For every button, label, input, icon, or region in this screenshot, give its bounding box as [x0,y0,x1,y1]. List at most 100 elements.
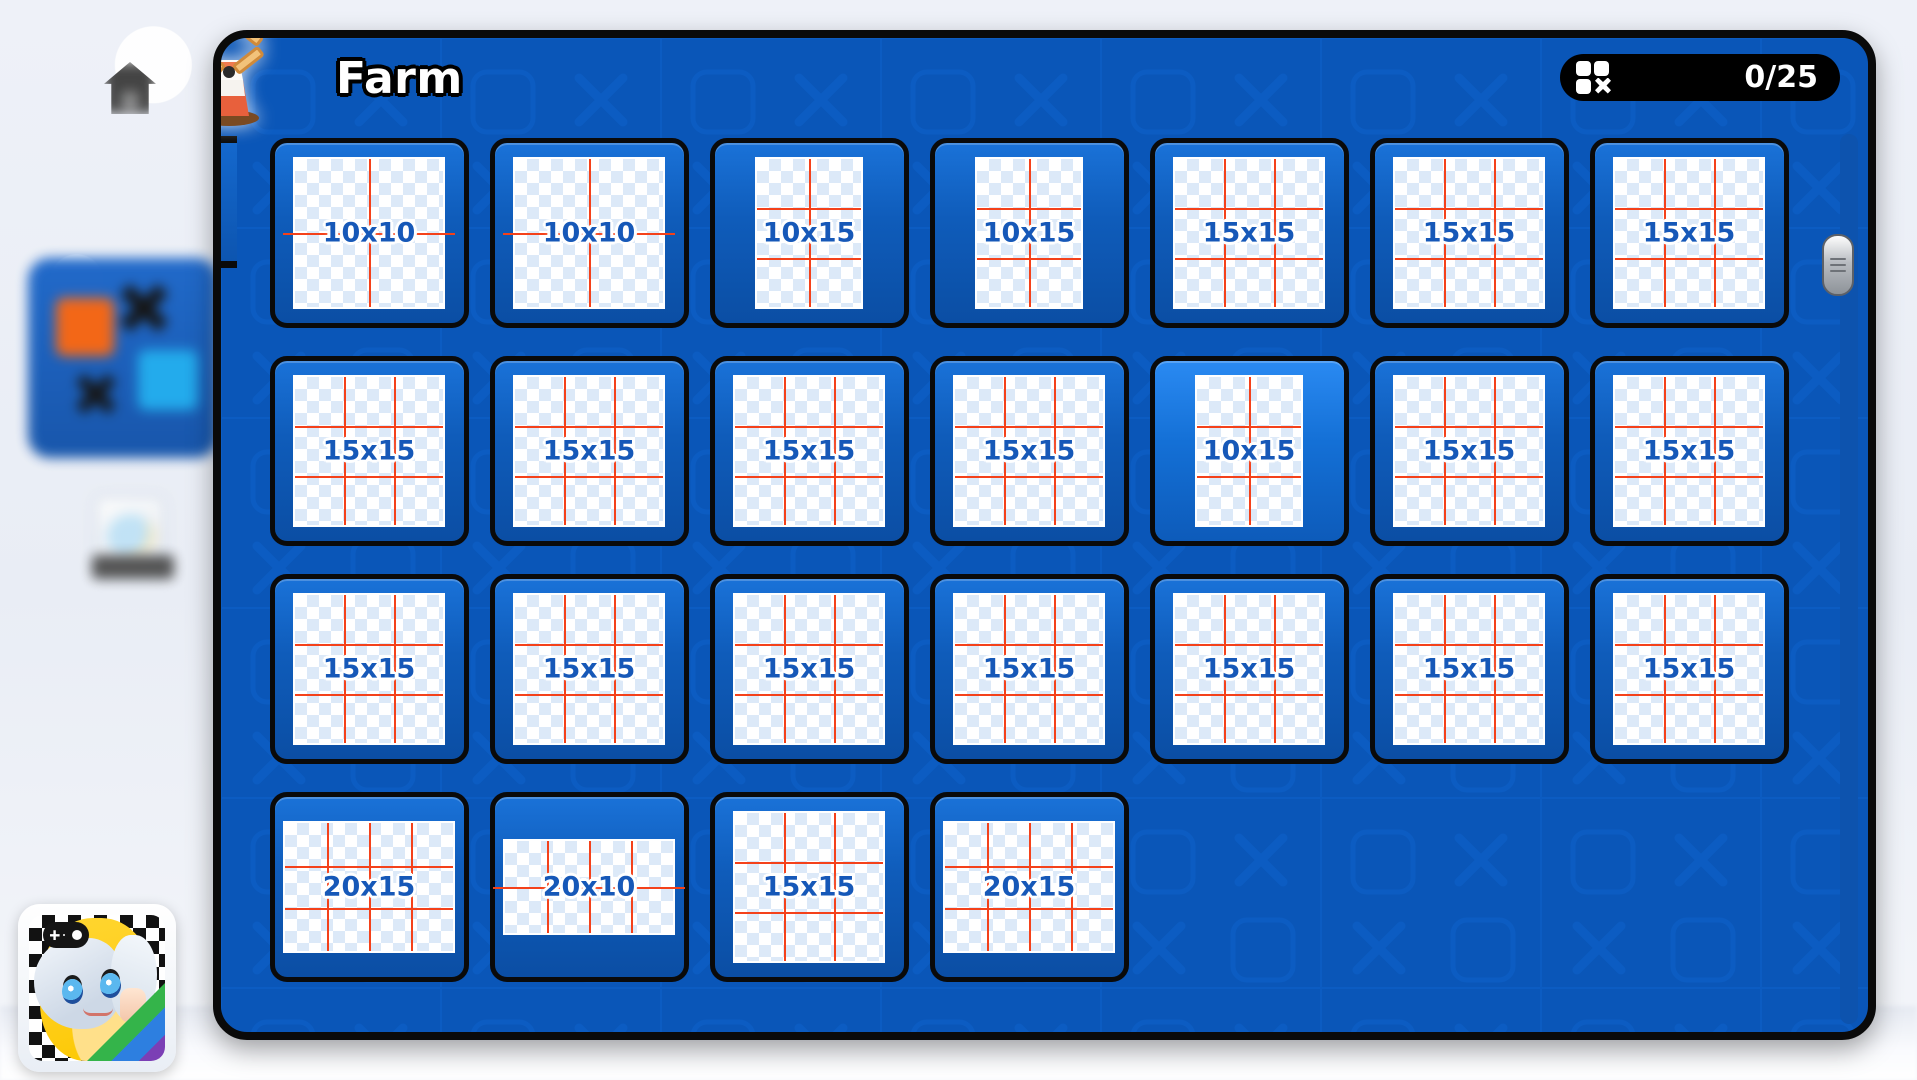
orange-square-icon [56,298,114,356]
puzzle-card[interactable]: 10x15 [709,138,909,328]
grid-line-vertical [613,377,616,525]
grid-line-vertical [784,377,787,525]
puzzle-card[interactable]: 15x15 [929,356,1129,546]
puzzle-card[interactable]: 15x15 [269,356,469,546]
puzzle-card[interactable]: 15x15 [489,356,689,546]
grid-line-horizontal [1175,693,1323,696]
back-button[interactable] [221,136,237,268]
grid-line-vertical [1444,377,1447,525]
scrollbar[interactable] [1822,134,1858,1024]
grid-line-horizontal [955,475,1103,478]
grid-line-horizontal [1395,208,1543,211]
document-thumbnail [107,514,155,558]
puzzle-card[interactable]: 15x15 [929,574,1129,764]
puzzle-card[interactable]: 15x15 [709,792,909,982]
scrollbar-thumb[interactable] [1822,234,1854,296]
puzzle-size-label: 15x15 [762,435,856,467]
grid-line-horizontal [283,233,455,235]
puzzle-thumbnail: 15x15 [1175,159,1323,307]
cyan-square-icon [138,350,198,410]
puzzle-thumbnail: 15x15 [735,813,883,961]
grid-line-horizontal [735,475,883,478]
puzzle-card[interactable]: 10x10 [489,138,689,328]
level-grid-slot: 20x15 [919,778,1139,996]
grid-line-vertical [1713,377,1716,525]
puzzle-card[interactable]: 15x15 [1589,574,1789,764]
puzzle-size-label: 10x15 [1202,435,1296,467]
grid-line-vertical [1273,595,1276,743]
grid-line-vertical [1713,595,1716,743]
puzzle-thumbnail: 15x15 [1395,377,1543,525]
level-grid-slot: 15x15 [699,778,919,996]
puzzle-size-label: 15x15 [762,653,856,685]
puzzle-thumbnail: 10x15 [977,159,1081,307]
level-grid-row: 20x15 20x10 15x15 20x15 [259,778,1868,996]
avatar[interactable] [18,904,176,1072]
level-grid-slot: 20x10 [479,778,699,996]
level-grid-slot: 15x15 [699,560,919,778]
puzzle-card[interactable]: 15x15 [1589,356,1789,546]
puzzle-card[interactable]: 15x15 [709,356,909,546]
puzzle-size-label: 15x15 [1202,653,1296,685]
level-grid-slot: 10x15 [919,124,1139,342]
puzzle-size-label: 15x15 [1642,653,1736,685]
puzzle-card[interactable]: 15x15 [1369,574,1569,764]
grid-line-horizontal [1175,208,1323,211]
grid-line-horizontal [285,908,453,911]
grid-line-horizontal [1395,644,1543,647]
page-title: Farm [336,52,463,104]
puzzle-card[interactable]: 10x10 [269,138,469,328]
puzzle-thumbnail: 15x15 [1395,159,1543,307]
grid-line-horizontal [1175,257,1323,260]
puzzle-size-label: 10x10 [542,217,636,249]
puzzle-card[interactable]: 10x15 [929,138,1129,328]
grid-line-horizontal [977,257,1081,260]
puzzle-card[interactable]: 20x15 [269,792,469,982]
puzzle-card[interactable]: 15x15 [1369,356,1569,546]
level-grid-slot: 15x15 [259,560,479,778]
grid-line-horizontal [735,644,883,647]
puzzle-size-label: 20x15 [322,871,416,903]
grid-line-vertical [564,595,567,743]
grid-line-vertical [1004,377,1007,525]
puzzle-card[interactable]: 15x15 [269,574,469,764]
avatar-image [29,915,165,1061]
level-grid-slot: 15x15 [919,342,1139,560]
puzzle-card[interactable]: 15x15 [709,574,909,764]
puzzle-size-label: 10x15 [762,217,856,249]
puzzle-size-label: 15x15 [1642,435,1736,467]
level-grid-slot: 15x15 [699,342,919,560]
level-grid-slot: 10x15 [1139,342,1359,560]
avatar-eye-left [61,979,83,1005]
windmill-icon [221,38,264,126]
level-grid-slot: 15x15 [479,342,699,560]
puzzle-thumbnail: 15x15 [1395,595,1543,743]
puzzle-card[interactable]: 20x10 [489,792,689,982]
level-grid-slot: 15x15 [919,560,1139,778]
avatar-eye-right [99,973,121,999]
puzzle-card[interactable]: 15x15 [1369,138,1569,328]
puzzle-card[interactable]: 10x15 [1149,356,1349,546]
level-grid-slot: 15x15 [1359,560,1579,778]
progress-counter: 0/25 [1560,54,1840,101]
puzzle-thumbnail: 15x15 [955,377,1103,525]
grid-line-vertical [1053,595,1056,743]
puzzle-size-label: 15x15 [1422,217,1516,249]
grid-line-horizontal [295,693,443,696]
level-grid: 10x10 10x10 10x15 10x15 15x15 15x15 15x15 15x15… [221,118,1868,1032]
puzzle-card[interactable]: 15x15 [1149,574,1349,764]
level-grid-slot: 15x15 [1359,124,1579,342]
puzzle-thumbnail: 15x15 [735,377,883,525]
puzzle-card[interactable]: 15x15 [1149,138,1349,328]
grid-line-horizontal [1395,257,1543,260]
grid-line-vertical [1664,595,1667,743]
puzzle-thumbnail: 15x15 [515,377,663,525]
puzzle-thumbnail: 15x15 [1175,595,1323,743]
document-icon-label [92,555,174,579]
grid-line-horizontal [735,426,883,429]
grid-line-horizontal [945,908,1113,911]
puzzle-card[interactable]: 20x15 [929,792,1129,982]
puzzle-card[interactable]: 15x15 [1589,138,1789,328]
grid-line-horizontal [955,644,1103,647]
puzzle-card[interactable]: 15x15 [489,574,689,764]
